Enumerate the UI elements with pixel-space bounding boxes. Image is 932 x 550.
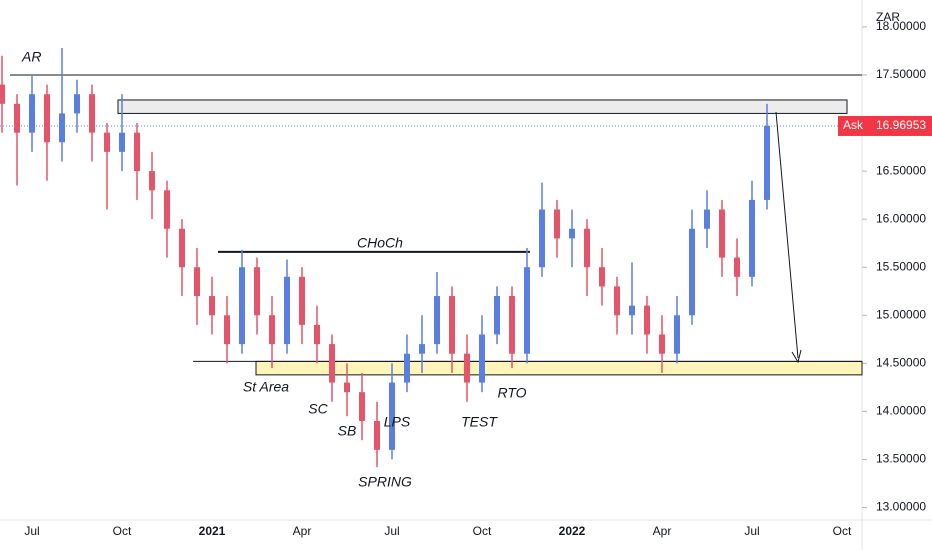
candle-body — [239, 267, 245, 345]
y-tick-label: 16.00000 — [876, 211, 926, 225]
candle-body — [59, 113, 65, 143]
candle-body — [434, 296, 440, 345]
x-tick-label: 2022 — [559, 524, 586, 538]
y-tick-label: 13.50000 — [876, 452, 926, 466]
annotation: St Area — [243, 379, 289, 395]
x-tick-label: Oct — [113, 524, 132, 538]
candle-body — [359, 392, 365, 421]
candle-body — [89, 94, 95, 133]
candle-body — [479, 334, 485, 383]
candle-body — [449, 296, 455, 354]
candle-body — [44, 94, 50, 143]
y-tick-label: 17.50000 — [876, 67, 926, 81]
candle-body — [389, 382, 395, 450]
candle-body — [704, 209, 710, 229]
upper-zone — [117, 99, 848, 114]
candle-body — [74, 94, 80, 114]
x-tick-label: Apr — [293, 524, 312, 538]
y-tick-label: 13.00000 — [876, 500, 926, 514]
candle-body — [764, 125, 770, 200]
annotation: RTO — [497, 385, 526, 401]
candle-body — [539, 209, 545, 268]
annotation: SC — [308, 401, 328, 417]
candle-body — [134, 132, 140, 172]
y-tick-label: 14.50000 — [876, 355, 926, 369]
candle-body — [0, 84, 5, 104]
candle-body — [29, 94, 35, 133]
candle-body — [569, 228, 575, 239]
candle-body — [179, 228, 185, 268]
candle-body — [719, 209, 725, 258]
annotation: LPS — [384, 414, 411, 430]
candle-body — [629, 305, 635, 316]
candle-body — [659, 334, 665, 354]
ask-box — [838, 115, 932, 136]
candle-body — [269, 315, 275, 345]
x-tick-label: 2021 — [199, 524, 226, 538]
candle-body — [614, 286, 620, 316]
candle-body — [689, 228, 695, 316]
candle-body — [254, 267, 260, 316]
candle-body — [494, 296, 500, 335]
candle-body — [734, 257, 740, 277]
x-tick-label: Apr — [653, 524, 672, 538]
candle-body — [314, 324, 320, 345]
candle-body — [524, 267, 530, 354]
y-tick-label: 14.00000 — [876, 404, 926, 418]
x-tick-label: Oct — [833, 524, 852, 538]
candle-body — [419, 344, 425, 354]
candle-body — [149, 171, 155, 191]
candle-body — [554, 209, 560, 239]
candle-body — [464, 353, 470, 383]
candle-body — [749, 199, 755, 277]
currency: ZAR — [876, 10, 900, 24]
y-tick-label: 18.00000 — [876, 19, 926, 33]
candle-body — [119, 132, 125, 152]
candle-body — [644, 305, 650, 335]
y-tick-label: 16.50000 — [876, 163, 926, 177]
candle-body — [299, 276, 305, 325]
x-tick-label: Jul — [24, 524, 39, 538]
candle-body — [329, 344, 335, 383]
candle-body — [224, 315, 230, 345]
annotation: CHoCh — [357, 235, 403, 251]
candle-body — [194, 267, 200, 297]
candle-body — [14, 103, 20, 133]
candle-body — [509, 296, 515, 354]
annotation: AR — [21, 49, 41, 65]
candle-body — [404, 353, 410, 383]
ask-label: Ask — [843, 118, 864, 132]
x-tick-label: Jul — [744, 524, 759, 538]
ask-value: 16.96953 — [876, 118, 926, 132]
candle-body — [164, 190, 170, 229]
candle-body — [599, 267, 605, 287]
candle-body — [284, 276, 290, 345]
annotation: TEST — [461, 414, 498, 430]
y-tick-label: 15.50000 — [876, 259, 926, 273]
arrow — [775, 111, 799, 359]
annotation: SPRING — [358, 474, 412, 490]
x-tick-label: Oct — [473, 524, 492, 538]
candle-body — [209, 296, 215, 316]
x-tick-label: Jul — [384, 524, 399, 538]
arrow-head — [791, 349, 802, 364]
annotation: SB — [338, 423, 357, 439]
candle-body — [674, 315, 680, 354]
candle-body — [584, 228, 590, 268]
y-tick-label: 15.00000 — [876, 307, 926, 321]
candle-body — [344, 382, 350, 393]
candle-body — [104, 132, 110, 152]
candle-body — [374, 420, 380, 450]
